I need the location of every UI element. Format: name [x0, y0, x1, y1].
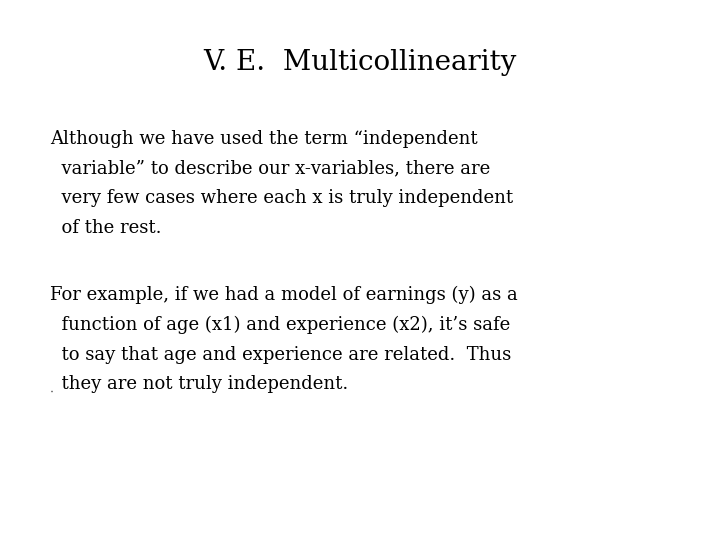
Text: of the rest.: of the rest. [50, 219, 162, 237]
Text: function of age (x1) and experience (x2), it’s safe: function of age (x1) and experience (x2)… [50, 316, 510, 334]
Text: Although we have used the term “independent: Although we have used the term “independ… [50, 130, 478, 147]
Text: very few cases where each x is truly independent: very few cases where each x is truly ind… [50, 189, 513, 207]
Text: V. E.  Multicollinearity: V. E. Multicollinearity [203, 49, 517, 76]
Text: variable” to describe our x-variables, there are: variable” to describe our x-variables, t… [50, 159, 490, 177]
Text: to say that age and experience are related.  Thus: to say that age and experience are relat… [50, 346, 512, 363]
Text: they are not truly independent.: they are not truly independent. [50, 375, 348, 393]
Text: For example, if we had a model of earnings (y) as a: For example, if we had a model of earnin… [50, 286, 518, 305]
